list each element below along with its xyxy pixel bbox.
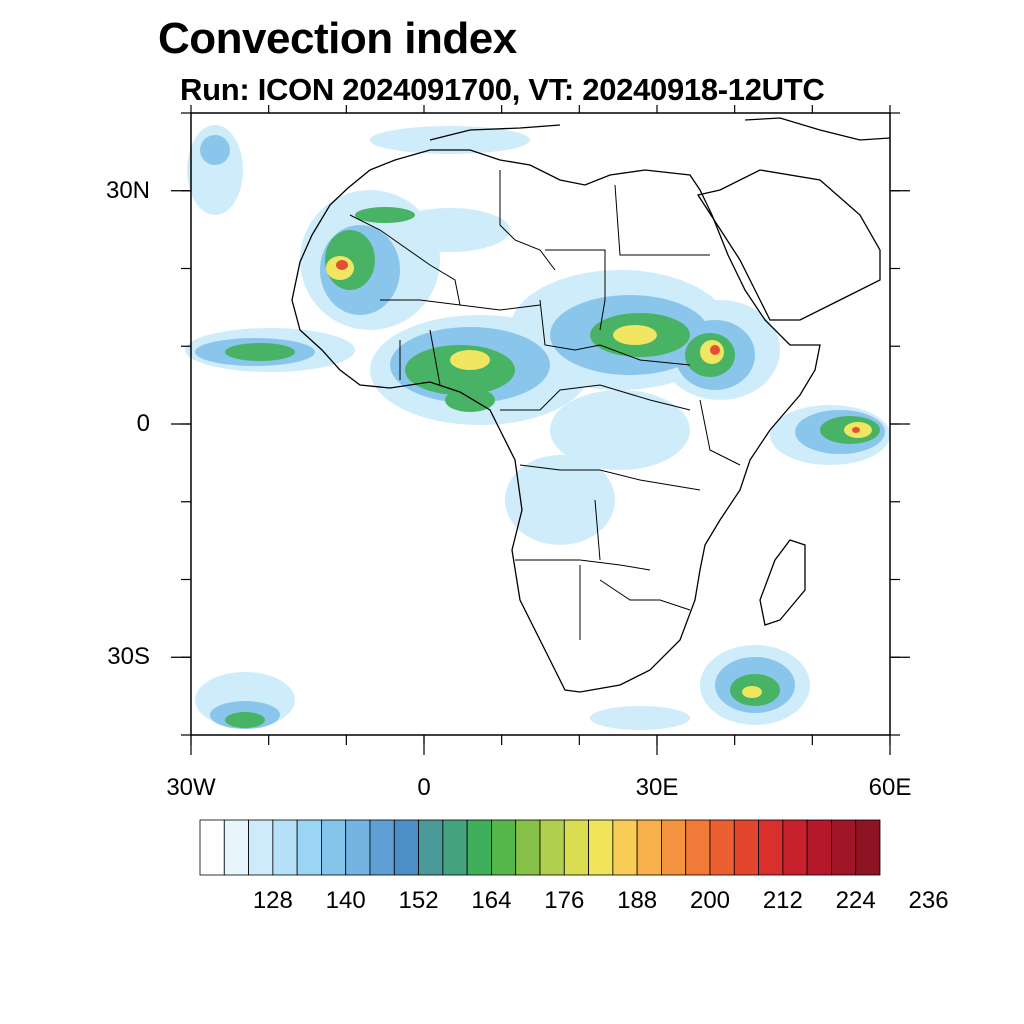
lat-tick-label: 30N	[105, 176, 150, 204]
colorbar-box	[612, 819, 638, 876]
chart-title: Convection index	[158, 14, 517, 63]
lon-tick-label: 30E	[635, 774, 679, 801]
lon-tick-label: 30W	[166, 774, 216, 801]
colorbar-box	[296, 819, 322, 876]
colorbar-box	[539, 819, 565, 876]
colorbar-box	[661, 819, 687, 876]
colorbar-label: 212	[762, 887, 803, 914]
colorbar-label: 200	[689, 887, 731, 914]
colorbar-box	[321, 819, 347, 876]
colorbar-label: 152	[398, 887, 439, 914]
colorbar-label: 164	[471, 887, 512, 914]
colorbar-label: 224	[835, 887, 876, 914]
axis-ticks	[171, 105, 910, 755]
colorbar-label: 188	[617, 887, 658, 914]
colorbar-box	[466, 819, 492, 876]
colorbar-box	[685, 819, 711, 876]
colorbar-label: 128	[252, 887, 293, 914]
colorbar-box	[733, 819, 759, 876]
colorbar-box	[442, 819, 468, 876]
colorbar-box	[369, 819, 395, 876]
chart-subtitle: Run: ICON 2024091700, VT: 20240918-12UTC	[180, 72, 825, 107]
lon-tick-label: 0	[417, 774, 431, 801]
lon-tick-label: 60E	[868, 774, 912, 801]
colorbar-box	[636, 819, 662, 876]
colorbar-box	[806, 819, 832, 876]
colorbar-box	[491, 819, 517, 876]
colorbar-label: 176	[544, 887, 585, 914]
colorbar-box	[588, 819, 614, 876]
lat-tick-label: 0	[136, 410, 150, 437]
convection-field	[185, 125, 890, 730]
colorbar-box	[345, 819, 371, 876]
colorbar-box	[199, 819, 225, 876]
colorbar-box	[855, 819, 881, 876]
colorbar-box	[248, 819, 274, 876]
colorbar-box	[515, 819, 541, 876]
colorbar-box	[563, 819, 589, 876]
lat-tick-label: 30S	[107, 643, 150, 671]
colorbar-box	[758, 819, 784, 876]
colorbar-box	[272, 819, 298, 876]
country-borders	[349, 170, 741, 640]
colorbar-box	[831, 819, 857, 876]
colorbar-box	[223, 819, 249, 876]
colorbar-box	[709, 819, 735, 876]
colorbar	[199, 819, 881, 876]
colorbar-box	[418, 819, 444, 876]
colorbar-label: 140	[325, 887, 366, 914]
colorbar-label: 236	[908, 887, 949, 914]
colorbar-box	[393, 819, 419, 876]
colorbar-box	[782, 819, 808, 876]
coastlines	[291, 117, 891, 693]
